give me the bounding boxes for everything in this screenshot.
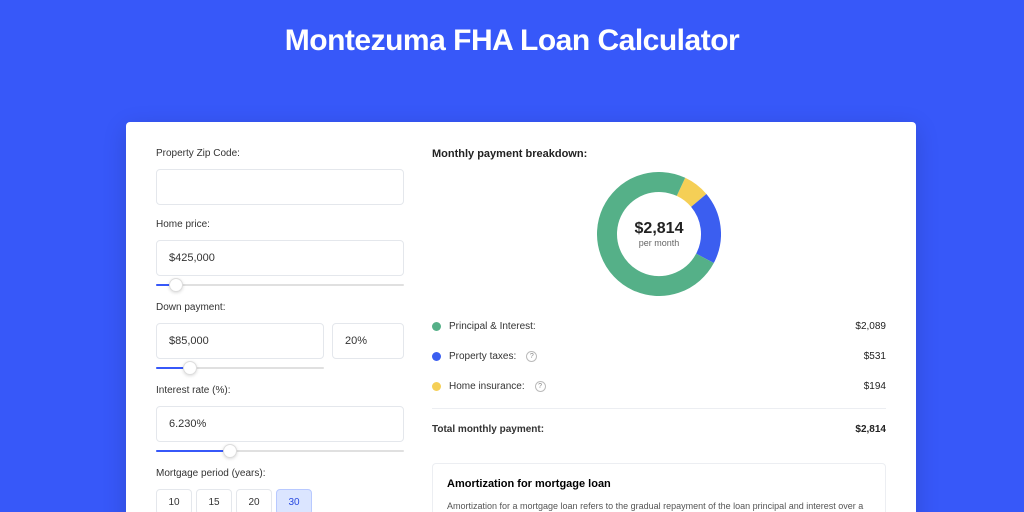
total-label: Total monthly payment: xyxy=(432,424,544,435)
donut-chart: $2,814 per month xyxy=(597,172,721,296)
donut-sub: per month xyxy=(635,238,684,248)
legend-dot xyxy=(432,322,441,331)
legend-divider xyxy=(432,408,886,409)
home-price-input[interactable] xyxy=(156,240,404,276)
page-title: Montezuma FHA Loan Calculator xyxy=(0,0,1024,58)
period-button-20[interactable]: 20 xyxy=(236,489,272,512)
period-label: Mortgage period (years): xyxy=(156,468,404,479)
donut-amount: $2,814 xyxy=(635,220,684,238)
down-payment-pct-input[interactable] xyxy=(332,323,404,359)
results-panel: Monthly payment breakdown: $2,814 per mo… xyxy=(432,148,886,512)
interest-input[interactable] xyxy=(156,406,404,442)
legend-row: Property taxes:? $531 xyxy=(432,342,886,372)
donut-center: $2,814 per month xyxy=(635,220,684,248)
legend-value: $2,089 xyxy=(855,321,886,332)
home-price-field-group: Home price: xyxy=(156,219,404,276)
home-price-slider[interactable] xyxy=(156,284,404,286)
total-row: Total monthly payment: $2,814 xyxy=(432,415,886,445)
legend-label: Principal & Interest: xyxy=(449,321,536,332)
interest-slider-thumb[interactable] xyxy=(223,444,237,458)
breakdown-title: Monthly payment breakdown: xyxy=(432,148,886,160)
period-field-group: Mortgage period (years): 10152030 xyxy=(156,468,404,512)
donut-chart-wrap: $2,814 per month xyxy=(432,172,886,296)
interest-slider[interactable] xyxy=(156,450,404,452)
page-background: Montezuma FHA Loan Calculator Property Z… xyxy=(0,0,1024,512)
period-button-10[interactable]: 10 xyxy=(156,489,192,512)
period-button-15[interactable]: 15 xyxy=(196,489,232,512)
amortization-text: Amortization for a mortgage loan refers … xyxy=(447,500,871,512)
total-value: $2,814 xyxy=(855,424,886,435)
down-payment-label: Down payment: xyxy=(156,302,404,313)
amortization-card: Amortization for mortgage loan Amortizat… xyxy=(432,463,886,512)
legend-value: $194 xyxy=(864,381,886,392)
interest-label: Interest rate (%): xyxy=(156,385,404,396)
down-payment-field-group: Down payment: xyxy=(156,302,404,359)
interest-slider-fill xyxy=(156,450,230,452)
legend-label: Property taxes: xyxy=(449,351,516,362)
down-payment-slider[interactable] xyxy=(156,367,324,369)
legend-row: Principal & Interest: $2,089 xyxy=(432,312,886,342)
legend-dot xyxy=(432,382,441,391)
zip-label: Property Zip Code: xyxy=(156,148,404,159)
period-buttons: 10152030 xyxy=(156,489,404,512)
legend-value: $531 xyxy=(864,351,886,362)
legend: Principal & Interest: $2,089 Property taxe… xyxy=(432,312,886,402)
info-icon[interactable]: ? xyxy=(535,381,546,392)
home-price-label: Home price: xyxy=(156,219,404,230)
form-panel: Property Zip Code: Home price: Down paym… xyxy=(156,148,404,512)
down-payment-input[interactable] xyxy=(156,323,324,359)
interest-field-group: Interest rate (%): xyxy=(156,385,404,442)
legend-label: Home insurance: xyxy=(449,381,525,392)
legend-row: Home insurance:? $194 xyxy=(432,372,886,402)
down-payment-slider-thumb[interactable] xyxy=(183,361,197,375)
period-button-30[interactable]: 30 xyxy=(276,489,312,512)
zip-field-group: Property Zip Code: xyxy=(156,148,404,205)
info-icon[interactable]: ? xyxy=(526,351,537,362)
home-price-slider-thumb[interactable] xyxy=(169,278,183,292)
legend-dot xyxy=(432,352,441,361)
zip-input[interactable] xyxy=(156,169,404,205)
calculator-card: Property Zip Code: Home price: Down paym… xyxy=(126,122,916,512)
amortization-title: Amortization for mortgage loan xyxy=(447,478,871,490)
